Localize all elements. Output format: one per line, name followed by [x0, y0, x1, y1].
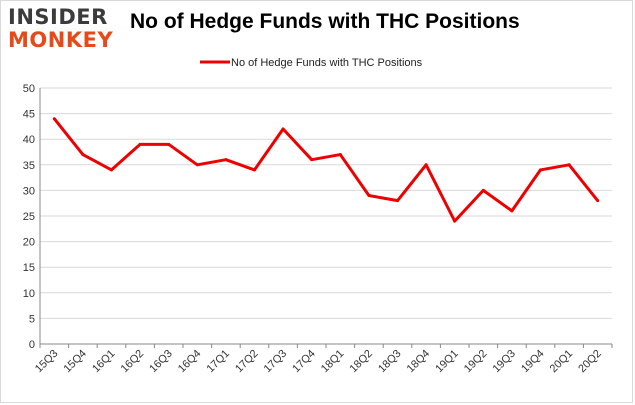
data-point: [424, 163, 428, 167]
data-point: [195, 163, 199, 167]
x-tick-label: 18Q3: [376, 348, 404, 376]
x-tick-label: 15Q4: [61, 348, 89, 376]
x-tick-label: 18Q4: [405, 348, 433, 376]
data-point: [81, 153, 85, 157]
data-point: [224, 158, 228, 162]
data-point: [596, 199, 600, 203]
x-tick-label: 16Q4: [176, 348, 204, 376]
x-tick-label: 19Q3: [490, 348, 518, 376]
data-point: [367, 194, 371, 198]
x-tick-label: 18Q1: [319, 348, 347, 376]
y-tick-label: 20: [23, 237, 35, 249]
data-point: [253, 168, 256, 172]
legend: No of Hedge Funds with THC Positions: [200, 57, 423, 69]
data-point: [138, 142, 142, 146]
data-point: [167, 142, 171, 146]
y-tick-label: 50: [23, 83, 35, 95]
data-point: [310, 158, 314, 162]
y-tick-label: 10: [23, 288, 35, 300]
y-tick-label: 5: [29, 313, 35, 325]
data-point: [281, 127, 285, 131]
x-tick-label: 17Q2: [233, 348, 261, 376]
y-tick-label: 40: [23, 134, 35, 146]
logo-line-2: MONKEY: [8, 28, 114, 52]
x-tick-label: 16Q1: [90, 348, 118, 376]
x-tick-label: 20Q1: [548, 348, 576, 376]
x-tick-label: 17Q3: [262, 348, 290, 376]
y-tick-label: 35: [23, 160, 35, 172]
data-point: [481, 188, 485, 192]
x-tick-label: 16Q2: [119, 348, 147, 376]
series-line: [53, 117, 599, 223]
y-tick-label: 25: [23, 211, 35, 223]
data-point: [110, 168, 113, 172]
x-axis: 15Q3 15Q4 16Q1 16Q2 16Q3 16Q4 17Q1 17Q2 17Q3 17Q4…: [33, 343, 613, 376]
logo-line-1: INSIDER: [8, 5, 108, 29]
y-tick-label: 0: [29, 339, 35, 351]
x-tick-label: 19Q2: [462, 348, 490, 376]
data-point: [453, 219, 457, 223]
x-tick-label: 18Q2: [347, 348, 375, 376]
x-tick-label: 17Q1: [204, 348, 232, 376]
x-tick-label: 15Q3: [33, 348, 61, 376]
x-tick-label: 20Q2: [576, 348, 604, 376]
y-tick-label: 15: [23, 262, 35, 274]
data-point: [539, 168, 542, 172]
data-point: [52, 117, 56, 121]
x-tick-label: 19Q1: [433, 348, 461, 376]
x-tick-label: 17Q4: [290, 348, 318, 376]
y-tick-label: 45: [23, 109, 35, 121]
legend-label: No of Hedge Funds with THC Positions: [231, 57, 423, 69]
data-point: [396, 199, 399, 203]
data-point: [567, 163, 571, 167]
insider-monkey-logo: INSIDER MONKEY: [8, 6, 118, 52]
y-tick-label: 30: [23, 185, 35, 197]
series-layer: [52, 117, 600, 223]
data-point: [338, 153, 342, 157]
chart-title: No of Hedge Funds with THC Positions: [130, 10, 520, 33]
x-tick-label: 16Q3: [147, 348, 175, 376]
y-axis: 0 5 10 15 20 25 30 35 40 45 50: [23, 83, 41, 351]
gridlines: [40, 87, 612, 319]
data-point: [510, 209, 514, 213]
x-tick-label: 19Q4: [519, 348, 547, 376]
